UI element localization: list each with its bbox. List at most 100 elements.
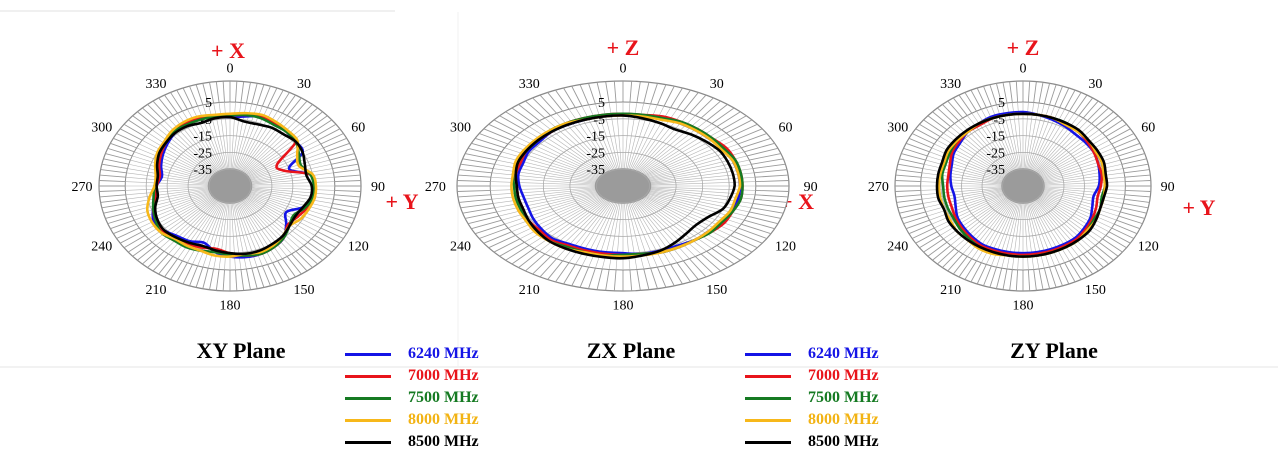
ring-tick [462,207,495,214]
ring-tick [896,198,922,203]
grid-circle [542,135,704,237]
legend-item: 7000 MHz [745,365,879,387]
ring-tick [493,119,521,134]
legend-swatch [745,352,791,356]
ring-tick [927,115,948,131]
ring-tick [457,174,491,178]
ring-tick [629,81,633,103]
ring-tick [333,198,360,203]
radial-tick-label: -35 [193,163,212,178]
ring-tick [1002,82,1008,104]
ring-tick [1027,81,1031,103]
legend-label: 6240 MHz [408,345,479,362]
angle-tick-label: 0 [620,61,627,76]
ring-tick [563,264,576,285]
ring-tick [532,256,551,275]
ring-tick [744,219,775,230]
ring-tick [706,250,728,268]
ring-tick [325,142,350,153]
ring-tick [970,262,982,283]
ring-tick [749,211,781,219]
ring-tick [457,180,491,183]
ring-tick [682,92,699,112]
ring-tick [1116,219,1141,230]
ring-tick [240,269,245,291]
ring-tick [267,264,278,285]
chart-title: ZY Plane [1010,338,1098,363]
ring-tick [137,111,157,127]
ring-tick [899,207,925,214]
ring-tick [170,260,183,280]
angle-tick-label: 150 [706,283,727,298]
ring-tick [911,227,935,239]
angle-tick-label: 240 [450,239,471,254]
ring-tick [896,169,922,174]
angle-tick-label: 90 [804,180,818,195]
ring-tick [908,137,932,149]
ring-tick [323,137,347,149]
legend-right: 6240 MHz 7000 MHz 7500 MHz 8000 MHz 8500 MHz [745,343,879,453]
ring-tick [256,84,265,106]
series-line [935,112,1109,258]
angle-tick-label: 90 [371,180,385,195]
ring-tick [147,250,165,268]
ring-tick [116,227,140,239]
ring-tick [899,158,925,165]
ring-tick [511,107,535,124]
ring-tick [539,258,557,278]
angle-tick-label: 240 [91,239,112,254]
ring-tick [460,163,494,169]
ring-tick [462,158,495,165]
grid-circle [981,151,1065,220]
ring-tick [277,92,290,112]
ring-tick [1059,87,1070,108]
ring-tick [518,250,540,268]
ring-tick [1124,174,1151,178]
ring-tick [734,231,763,244]
ring-tick [142,248,161,265]
angle-tick-label: 210 [145,283,166,298]
ring-tick [105,153,131,161]
ring-tick [164,258,178,278]
ring-tick [989,84,997,106]
ring-tick [932,111,951,127]
ring-tick [663,85,675,107]
ring-tick [605,81,610,103]
ring-tick [964,92,977,112]
ring-tick [605,269,610,291]
legend-item: 8500 MHz [745,431,879,453]
legend-swatch [745,374,791,378]
series-line [514,114,736,260]
legend-label: 6240 MHz [808,345,879,362]
ring-tick [113,137,137,149]
ring-tick [251,83,258,104]
ring-tick [1116,142,1141,153]
ring-tick [895,180,921,183]
ring-tick [1124,169,1150,174]
ring-tick [1078,97,1094,116]
grid-circle [208,168,252,204]
angle-tick-label: 30 [1088,77,1102,92]
ring-tick [240,81,245,103]
radial-tick-label: -15 [586,130,605,145]
ring-tick [327,147,353,157]
ring-tick [923,119,944,134]
ring-tick [695,256,714,275]
ring-tick [901,211,926,219]
ring-tick [1125,189,1151,192]
angle-tick-label: 120 [1138,239,1159,254]
ring-tick [636,269,641,291]
ring-tick [915,231,938,244]
ring-tick [303,111,323,127]
ring-tick [636,81,641,103]
ring-tick [1121,207,1147,214]
ring-tick [209,82,215,104]
ring-tick [176,262,188,283]
ring-tick [927,241,948,257]
ring-tick [142,107,161,124]
ring-tick [915,128,938,141]
ring-tick [1054,85,1063,107]
ring-tick [1095,245,1114,261]
ring-tick [457,194,491,198]
legend-item: 6240 MHz [345,343,479,365]
